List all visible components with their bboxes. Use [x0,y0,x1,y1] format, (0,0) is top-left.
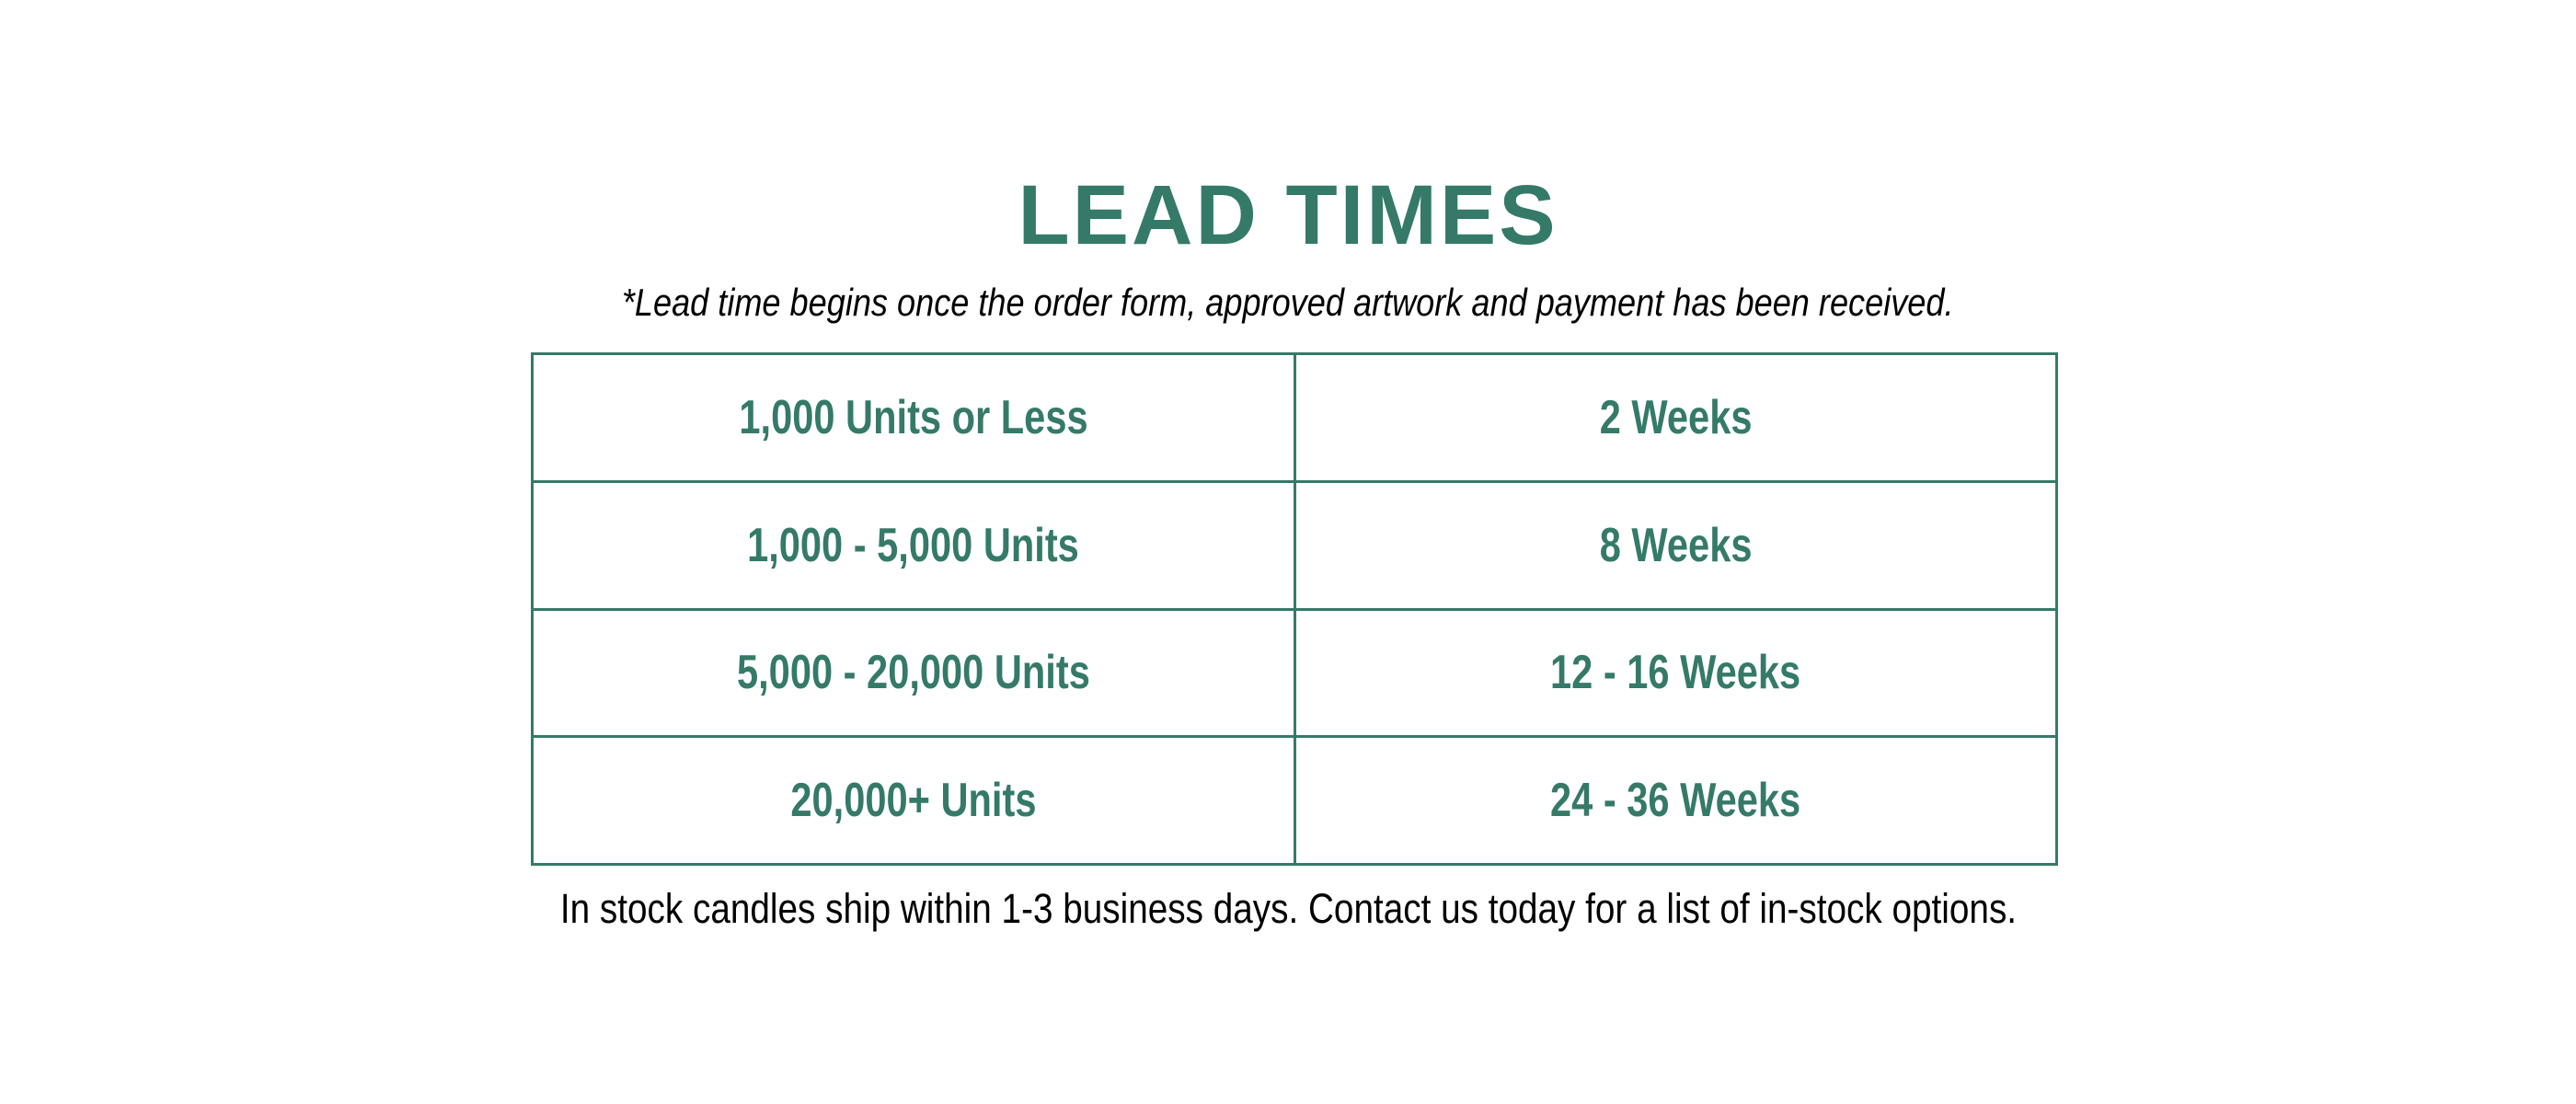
lead-time-cell: 2 Weeks [1293,352,2058,483]
quantity-cell: 1,000 Units or Less [531,352,1296,483]
lead-time-text: 12 - 16 Weeks [1550,646,1801,700]
quantity-text: 1,000 - 5,000 Units [747,518,1080,572]
lead-time-cell: 12 - 16 Weeks [1293,607,2058,739]
table-row: 5,000 - 20,000 Units 12 - 16 Weeks [531,607,2058,739]
in-stock-note: In stock candles ship within 1-3 busines… [0,888,2576,929]
table-row: 1,000 Units or Less 2 Weeks [531,352,2058,483]
lead-time-cell: 24 - 36 Weeks [1293,735,2058,866]
lead-time-cell: 8 Weeks [1293,479,2058,611]
quantity-cell: 5,000 - 20,000 Units [531,607,1296,739]
lead-time-note: *Lead time begins once the order form, a… [0,283,2576,322]
table-row: 1,000 - 5,000 Units 8 Weeks [531,479,2058,611]
quantity-text: 5,000 - 20,000 Units [736,646,1090,700]
in-stock-note-text: In stock candles ship within 1-3 busines… [559,885,2017,932]
quantity-cell: 20,000+ Units [531,735,1296,866]
quantity-text: 20,000+ Units [790,774,1037,828]
lead-time-text: 2 Weeks [1599,390,1753,444]
page-title: LEAD TIMES [1018,168,1558,262]
lead-times-table: 1,000 Units or Less 2 Weeks 1,000 - 5,00… [531,352,2058,866]
quantity-text: 1,000 Units or Less [739,390,1088,444]
lead-time-text: 8 Weeks [1599,518,1753,572]
quantity-cell: 1,000 - 5,000 Units [531,479,1296,611]
table-row: 20,000+ Units 24 - 36 Weeks [531,735,2058,866]
lead-time-text: 24 - 36 Weeks [1550,774,1801,828]
lead-time-note-text: *Lead time begins once the order form, a… [622,281,1954,324]
